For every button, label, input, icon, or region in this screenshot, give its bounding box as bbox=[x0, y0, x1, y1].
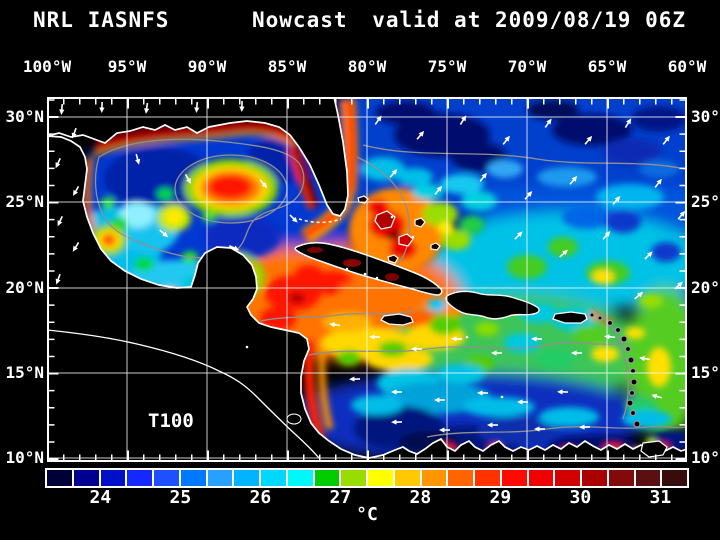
puerto-rico-island bbox=[552, 311, 588, 324]
colorbar-cell bbox=[154, 470, 181, 486]
lat-tick-right-10n: 10°N bbox=[691, 448, 720, 467]
cuba-warm-patch bbox=[307, 247, 323, 253]
cuba-warm-patch bbox=[343, 259, 361, 267]
colorbar-tick-30: 30 bbox=[569, 487, 592, 508]
lat-tick-left-15n: 15°N bbox=[5, 363, 44, 382]
colorbar-cell bbox=[501, 470, 529, 486]
colorbar-cell bbox=[261, 470, 288, 486]
colorbar-cell bbox=[582, 470, 609, 486]
colorbar-cell bbox=[368, 470, 395, 486]
colorbar-tick-29: 29 bbox=[489, 487, 512, 508]
colorbar-cell bbox=[555, 470, 582, 486]
lat-tick-right-30n: 30°N bbox=[691, 107, 720, 126]
colorbar-cell bbox=[421, 470, 449, 486]
map-area: T100 bbox=[46, 87, 707, 463]
colorbar bbox=[45, 468, 689, 488]
colorbar-cell bbox=[47, 470, 74, 486]
lon-tick-85w: 85°W bbox=[267, 57, 307, 76]
colorbar-cell bbox=[180, 470, 208, 486]
graticule-grid-lines bbox=[47, 97, 687, 462]
colorbar-tick-26: 26 bbox=[249, 487, 272, 508]
lat-tick-right-15n: 15°N bbox=[691, 363, 720, 382]
colorbar-cell bbox=[127, 470, 154, 486]
colorbar-cell bbox=[287, 470, 315, 486]
colorbar-cell bbox=[448, 470, 475, 486]
model-name: NRL IASNFS bbox=[33, 8, 170, 32]
colorbar-cell bbox=[73, 470, 101, 486]
jamaica-island bbox=[380, 313, 414, 326]
pacific-coastline bbox=[46, 329, 320, 459]
colorbar-tick-28: 28 bbox=[409, 487, 432, 508]
lat-tick-right-25n: 25°N bbox=[691, 192, 720, 211]
colorbar-unit-label: °C bbox=[356, 504, 378, 525]
colorbar-tick-27: 27 bbox=[329, 487, 352, 508]
lat-tick-left-25n: 25°N bbox=[5, 192, 44, 211]
colorbar-cell bbox=[635, 470, 663, 486]
colorbar-cell bbox=[475, 470, 502, 486]
lon-tick-80w: 80°W bbox=[347, 57, 387, 76]
colorbar-tick-31: 31 bbox=[649, 487, 672, 508]
lat-tick-right-20n: 20°N bbox=[691, 278, 720, 297]
colorbar-cell bbox=[341, 470, 368, 486]
colorbar-tick-25: 25 bbox=[169, 487, 192, 508]
lake-nicaragua bbox=[286, 413, 302, 425]
lon-tick-65w: 65°W bbox=[587, 57, 627, 76]
colorbar-cell bbox=[528, 470, 556, 486]
lon-tick-95w: 95°W bbox=[107, 57, 147, 76]
small-cays bbox=[245, 215, 504, 399]
colorbar-cell bbox=[662, 470, 687, 486]
colorbar-tick-24: 24 bbox=[89, 487, 112, 508]
colorbar-cell bbox=[100, 470, 128, 486]
lon-tick-100w: 100°W bbox=[22, 57, 72, 76]
axis-tick-marks bbox=[47, 97, 687, 462]
lon-tick-75w: 75°W bbox=[427, 57, 467, 76]
lon-tick-90w: 90°W bbox=[187, 57, 227, 76]
colorbar-cell bbox=[207, 470, 235, 486]
cuba-island bbox=[294, 242, 443, 296]
cuba-warm-patch bbox=[385, 273, 399, 281]
lat-tick-left-10n: 10°N bbox=[5, 448, 44, 467]
colorbar-tick-labels: 24 25 26 27 28 29 30 31 bbox=[47, 487, 687, 508]
lat-tick-left-30n: 30°N bbox=[5, 107, 44, 126]
lon-tick-70w: 70°W bbox=[507, 57, 547, 76]
bahamas-islands bbox=[357, 195, 441, 264]
hispaniola-island bbox=[445, 290, 540, 320]
colorbar-cell bbox=[314, 470, 342, 486]
colorbar-cell bbox=[608, 470, 636, 486]
temperature-map-svg: T100 bbox=[46, 87, 707, 463]
depth-variable-label: T100 bbox=[148, 410, 194, 432]
lon-tick-60w: 60°W bbox=[667, 57, 707, 76]
colorbar-cell bbox=[234, 470, 261, 486]
product-name: Nowcast bbox=[252, 8, 348, 32]
map-frame bbox=[47, 97, 687, 462]
florida-keys bbox=[298, 218, 342, 224]
valid-time: valid at 2009/08/19 06Z bbox=[372, 8, 686, 32]
lat-tick-left-20n: 20°N bbox=[5, 278, 44, 297]
colorbar-cell bbox=[394, 470, 422, 486]
